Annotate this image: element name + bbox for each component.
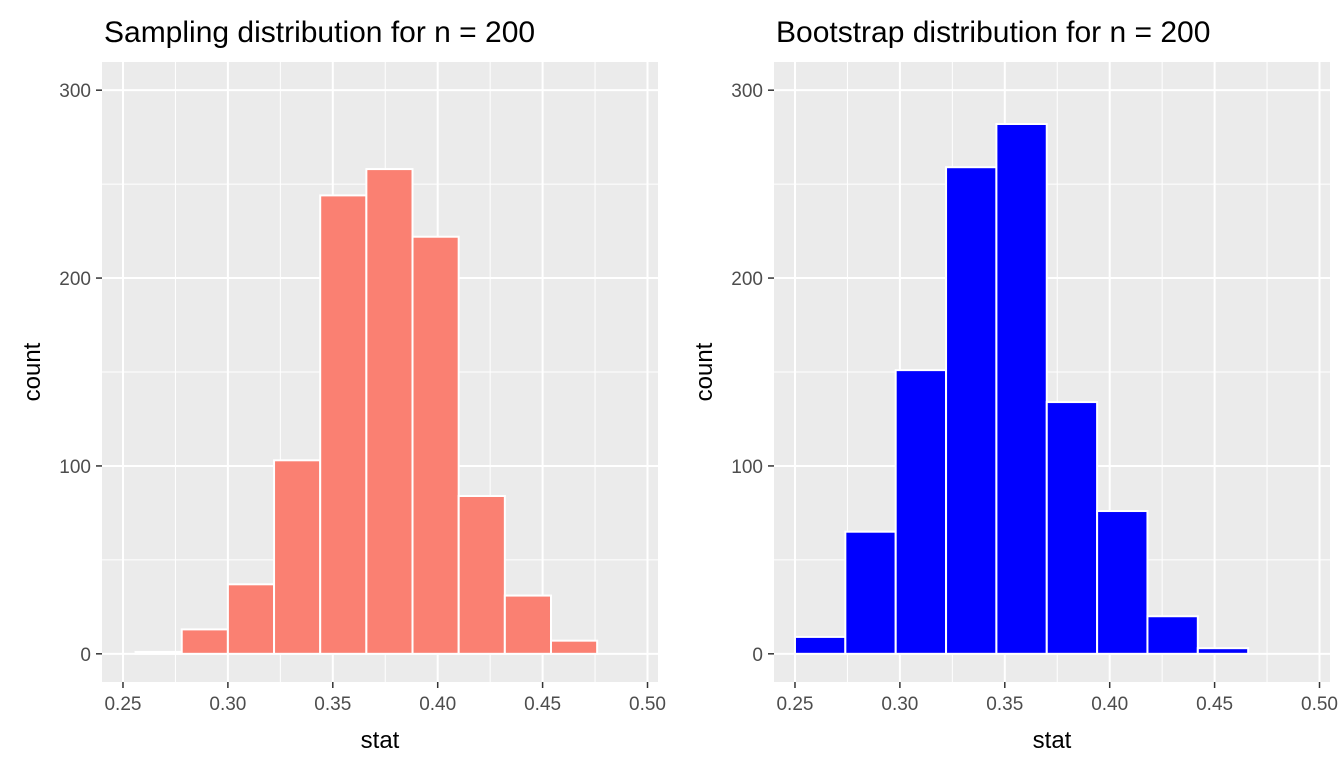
x-tick-label: 0.30 — [881, 694, 918, 715]
histogram-bar-5 — [319, 194, 368, 655]
histogram-bar-10 — [549, 639, 599, 655]
x-tick-label: 0.25 — [776, 694, 813, 715]
y-tick-label: 100 — [59, 457, 91, 478]
y-tick-label: 300 — [59, 81, 91, 102]
x-tick-label: 0.45 — [1196, 694, 1233, 715]
panel-2: 0.25 0.30 0.35 0.40 0.45 0.50 0 100 200 300 Bootst… — [691, 16, 1338, 754]
chart-title: Bootstrap distribution for n = 200 — [776, 16, 1210, 49]
y-axis-title: count — [19, 342, 46, 401]
x-axis-title: stat — [361, 727, 400, 754]
x-tick-label: 0.40 — [419, 694, 456, 715]
histogram-bar-3 — [894, 369, 948, 655]
histogram-bar-2 — [180, 628, 229, 655]
y-tick-label: 200 — [731, 269, 763, 290]
histogram-bar-9 — [1196, 647, 1250, 655]
x-tick-label: 0.50 — [1301, 694, 1338, 715]
y-tick-label: 200 — [59, 269, 91, 290]
histogram-bar-7 — [1096, 510, 1149, 655]
histogram-bar-1 — [134, 650, 183, 655]
histogram-bar-4 — [945, 166, 998, 655]
panel-1: 0.25 0.30 0.35 0.40 0.45 0.50 0 100 200 300 Sampli… — [19, 16, 666, 754]
histogram-bar-5 — [995, 123, 1048, 655]
x-tick-label: 0.40 — [1091, 694, 1128, 715]
histogram-bar-1 — [793, 635, 847, 655]
histogram-bar-8 — [1146, 615, 1199, 655]
histogram-bar-6 — [365, 168, 414, 655]
y-tick-label: 300 — [731, 81, 763, 102]
x-axis-title: stat — [1033, 727, 1072, 754]
x-tick-label: 0.30 — [209, 694, 246, 715]
histogram-bar-7 — [411, 235, 460, 655]
histogram-bar-4 — [273, 459, 322, 655]
histogram-bar-3 — [226, 583, 276, 655]
histogram-bar-9 — [503, 594, 552, 655]
x-tick-label: 0.35 — [314, 694, 351, 715]
x-tick-label: 0.25 — [104, 694, 141, 715]
histogram-bar-2 — [844, 530, 897, 655]
histogram-bar-8 — [457, 495, 506, 655]
y-axis-title: count — [691, 342, 718, 401]
x-tick-label: 0.50 — [629, 694, 666, 715]
y-tick-label: 0 — [752, 645, 763, 666]
chart-title: Sampling distribution for n = 200 — [104, 16, 535, 49]
x-tick-label: 0.45 — [524, 694, 561, 715]
y-tick-label: 0 — [80, 645, 91, 666]
histogram-bar-6 — [1045, 401, 1099, 655]
x-tick-label: 0.35 — [986, 694, 1023, 715]
y-tick-label: 100 — [731, 457, 763, 478]
